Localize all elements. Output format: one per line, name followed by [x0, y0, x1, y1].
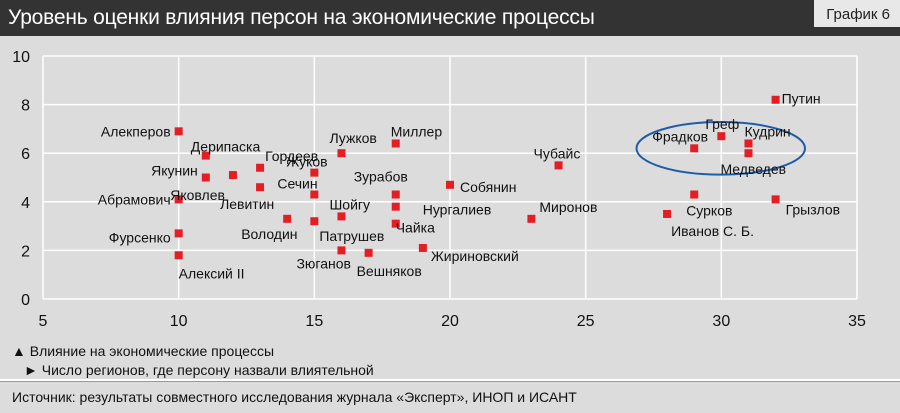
point-labels: Алекперов Дерипаска Якунин ЯковлевАбрамович… [98, 91, 840, 282]
axis-legend: ▲ Влияние на экономические процессы ► Чи… [12, 342, 374, 380]
y-tick-label: 2 [21, 243, 30, 260]
data-point [310, 168, 319, 177]
point-label: Абрамович [98, 191, 171, 207]
data-point [174, 229, 183, 238]
point-label: Фрадков [652, 128, 708, 144]
data-point [418, 243, 427, 252]
point-label: Греф [705, 116, 739, 132]
point-label: Якунин [151, 163, 198, 179]
chart-title: Уровень оценки влияния персон на экономи… [8, 6, 595, 29]
highlight-ellipse [635, 121, 807, 176]
data-point [256, 183, 265, 192]
data-point [174, 251, 183, 260]
point-label: Нургалиев [423, 202, 492, 218]
point-label: Володин [241, 226, 297, 242]
data-point [391, 202, 400, 211]
data-point [201, 173, 210, 182]
point-label: Алексий II [179, 265, 245, 281]
point-label: Сечин [277, 176, 317, 192]
point-label: Гордеев [265, 148, 318, 164]
point-label: Патрушев [319, 228, 384, 244]
point-label: Кудрин [744, 123, 790, 139]
data-point [446, 180, 454, 189]
header-bar: Уровень оценки влияния персон на экономи… [0, 0, 900, 36]
data-point [228, 171, 237, 180]
x-axis-legend: ► Число регионов, где персону назвали вл… [24, 362, 374, 378]
data-point [310, 217, 319, 226]
y-tick-label: 0 [21, 292, 30, 309]
point-label: Лужков [329, 130, 376, 146]
point-label: Медведев [720, 161, 786, 177]
x-tick-label: 20 [441, 313, 459, 330]
data-point [256, 163, 265, 172]
point-label: Зюганов [296, 255, 351, 271]
x-tick-label: 10 [170, 313, 188, 330]
point-label: Зурабов [354, 169, 408, 185]
data-point [283, 214, 292, 223]
point-label: Жириновский [431, 248, 519, 264]
data-point [391, 219, 400, 228]
x-tick-label: 35 [848, 313, 866, 330]
point-label: Яковлев [170, 187, 225, 203]
data-point [391, 139, 400, 148]
data-point [744, 149, 753, 158]
data-point [744, 139, 753, 148]
x-tick-label: 5 [39, 313, 48, 330]
data-point [201, 151, 210, 160]
footer-bar: Источник: результаты совместного исследо… [0, 381, 900, 413]
point-label: Чайка [396, 220, 435, 236]
y-tick-label: 4 [21, 195, 30, 212]
point-label: Левитин [220, 196, 274, 212]
data-point [690, 144, 699, 153]
data-point [310, 190, 319, 199]
data-point [174, 195, 183, 204]
point-label: Сурков [686, 203, 732, 219]
y-tick-label: 10 [12, 49, 30, 66]
point-label: Алекперов [101, 123, 171, 139]
point-label: Чубайс [534, 145, 581, 161]
data-point [771, 95, 780, 104]
point-label: Миллер [391, 123, 443, 139]
point-label: Фурсенко [109, 229, 171, 245]
data-points [174, 95, 780, 260]
point-label: Грызлов [786, 201, 840, 217]
point-label: Иванов С. Б. [671, 223, 754, 239]
data-point [554, 161, 563, 170]
data-point [771, 195, 780, 204]
point-label: Путин [782, 91, 821, 107]
data-point [391, 190, 400, 199]
data-point [337, 149, 346, 158]
x-tick-label: 30 [712, 313, 730, 330]
point-label: Дерипаска [191, 139, 261, 155]
source-note: Источник: результаты совместного исследо… [12, 389, 577, 405]
data-point [174, 127, 183, 136]
point-label: Миронов [539, 199, 597, 215]
data-point [337, 212, 346, 221]
x-tick-label: 25 [577, 313, 595, 330]
scatter-plot: 0 2 4 6 8 10 5 10 15 20 25 30 35 Алекперов Дерипаска Я… [12, 49, 866, 330]
data-point [663, 209, 672, 218]
y-axis-legend: ▲ Влияние на экономические процессы [12, 343, 275, 359]
point-label: Вешняков [357, 263, 422, 279]
y-tick-label: 8 [21, 98, 30, 115]
point-label: Жуков [286, 154, 327, 170]
x-tick-label: 15 [305, 313, 323, 330]
data-point [337, 246, 346, 255]
point-label: Шойгу [329, 196, 370, 212]
data-point [717, 132, 726, 141]
figure-number: График 6 [814, 0, 900, 27]
point-label: Собянин [460, 179, 516, 195]
highlight-ellipse-layer [635, 121, 807, 176]
data-point [527, 214, 536, 223]
axis-tick-labels: 0 2 4 6 8 10 5 10 15 20 25 30 35 [12, 49, 866, 330]
data-point [364, 248, 373, 257]
data-point [690, 190, 699, 199]
y-tick-label: 6 [21, 146, 30, 163]
